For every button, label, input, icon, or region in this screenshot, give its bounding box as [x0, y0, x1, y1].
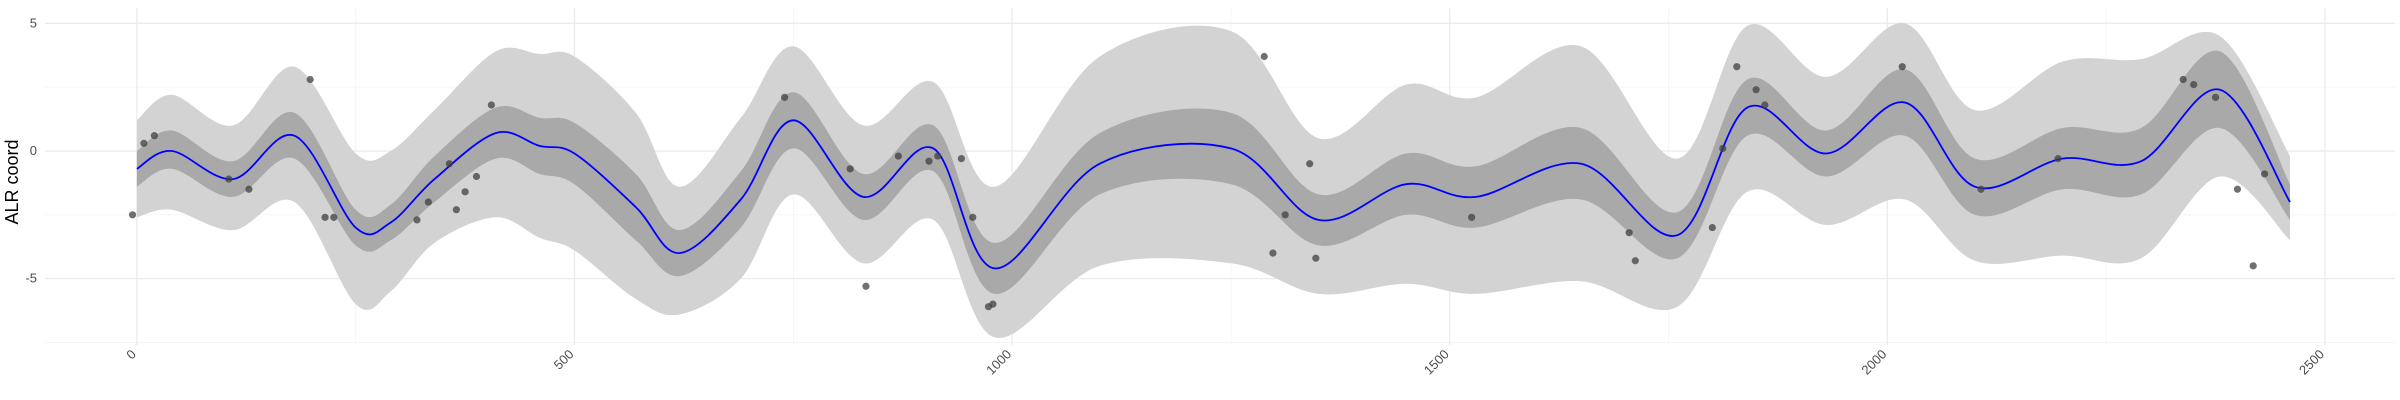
data-point	[2249, 262, 2257, 270]
x-tick-label: 500	[551, 347, 577, 373]
x-tick-label: 0	[123, 347, 139, 363]
data-point	[934, 152, 942, 160]
data-point	[2054, 155, 2062, 163]
y-tick-label: -5	[25, 271, 37, 286]
data-point	[1752, 86, 1760, 94]
data-point	[925, 157, 933, 165]
y-tick-label: 5	[30, 15, 37, 30]
data-point	[225, 175, 233, 183]
data-point	[2179, 75, 2187, 84]
data-point	[245, 185, 253, 193]
data-point	[1306, 160, 1314, 168]
data-point	[1260, 52, 1268, 61]
x-tick-label: 2000	[1858, 347, 1889, 378]
data-point	[1625, 229, 1633, 237]
data-point	[128, 211, 137, 219]
data-point	[989, 300, 997, 308]
data-point	[1269, 249, 1277, 257]
data-point	[1281, 211, 1289, 219]
data-point	[2190, 80, 2198, 89]
mean-line	[136, 88, 2291, 270]
data-point	[2211, 93, 2220, 101]
data-point	[1719, 144, 1727, 153]
data-point	[461, 188, 469, 196]
data-point	[2233, 185, 2242, 193]
mean-line-group	[136, 88, 2291, 270]
data-point	[969, 213, 977, 221]
inner-band	[136, 50, 2291, 295]
y-axis-title: ALR coord	[2, 139, 22, 224]
data-point	[780, 93, 789, 101]
data-point	[472, 172, 481, 181]
x-axis-ticks: 0 500 1000 1500 2000 2500	[123, 347, 2327, 378]
data-point	[424, 198, 432, 206]
data-point	[1708, 223, 1716, 232]
data-point	[140, 139, 148, 147]
data-point	[1733, 63, 1741, 71]
data-point	[846, 165, 854, 173]
data-point	[1898, 63, 1906, 71]
confidence-bands	[136, 22, 2291, 338]
data-point	[957, 155, 965, 163]
data-point	[2260, 170, 2269, 178]
data-point	[1977, 185, 1985, 193]
data-point	[330, 213, 338, 221]
x-tick-label: 2500	[2296, 347, 2327, 378]
data-point	[1468, 213, 1476, 221]
data-point	[306, 75, 314, 84]
data-point	[1312, 254, 1320, 262]
data-point	[445, 160, 453, 168]
x-tick-label: 1000	[983, 347, 1014, 378]
data-point	[1761, 101, 1769, 109]
data-point	[321, 213, 329, 221]
data-point	[894, 152, 902, 160]
data-point	[862, 282, 870, 290]
y-axis-ticks: -5 0 5	[25, 15, 37, 285]
observed-points	[128, 52, 2269, 311]
y-tick-label: 0	[30, 143, 37, 158]
data-point	[487, 101, 495, 109]
x-tick-label: 1500	[1421, 347, 1452, 378]
data-point	[413, 216, 421, 224]
data-point	[150, 132, 159, 140]
data-point	[1631, 257, 1639, 265]
data-point	[452, 206, 460, 214]
